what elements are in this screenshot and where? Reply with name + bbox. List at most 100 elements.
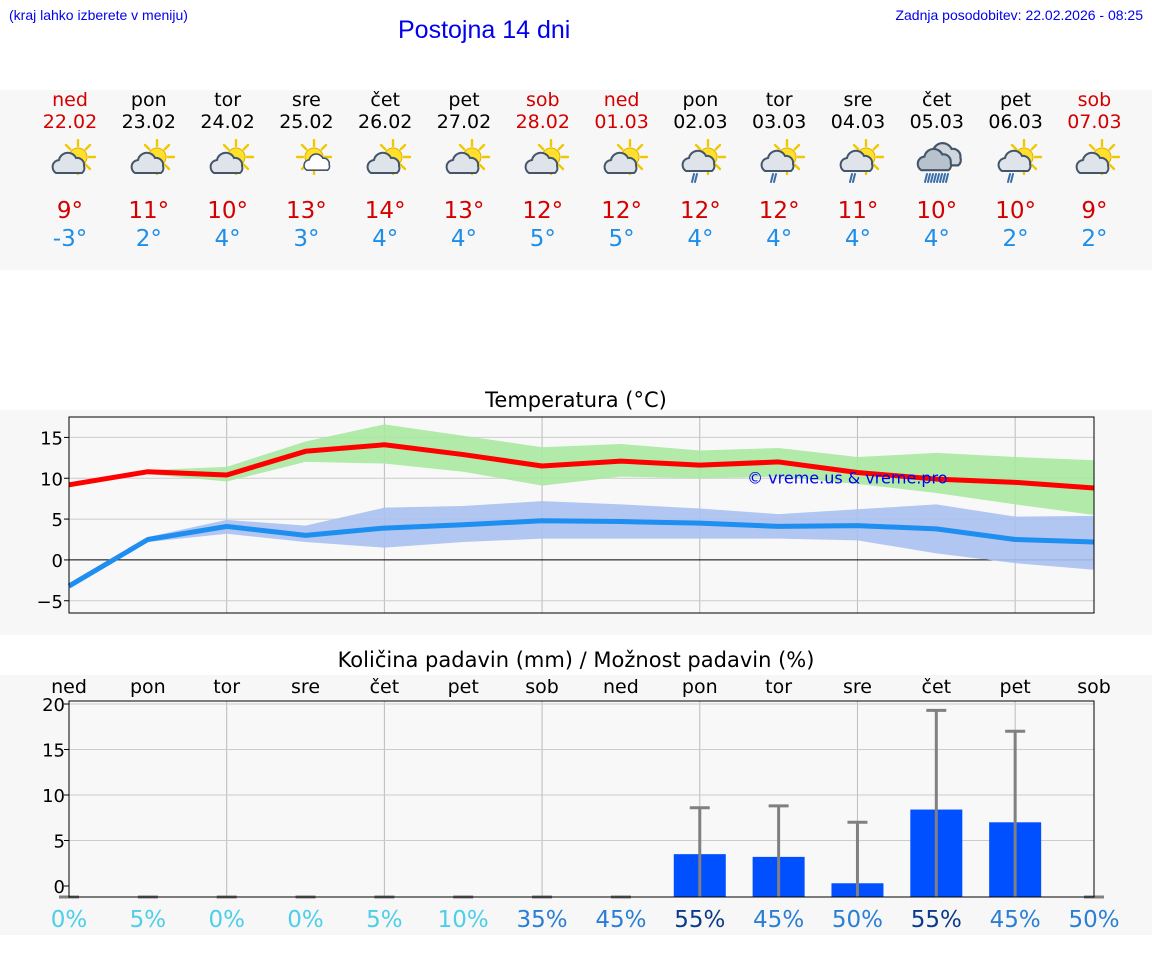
max-temperature: 9° [1081, 198, 1108, 224]
day-name: tor [765, 89, 793, 111]
precipitation-probability: 45% [753, 907, 804, 933]
day-label: tor [765, 676, 792, 698]
day-date: 25.02 [279, 111, 334, 133]
day-date: 22.02 [42, 111, 98, 133]
min-temperature: 4° [687, 226, 714, 252]
day-column: sre 04.03 11° 4° [818, 89, 898, 253]
max-temperature: 13° [286, 198, 327, 224]
temperature-chart: −5 0 5 10 15 © vreme.us & vreme.pro [36, 416, 1095, 614]
y-tick-label: 20 [42, 695, 65, 716]
day-name: sre [843, 89, 873, 111]
max-temperature: 10° [916, 198, 958, 224]
max-temperature-line [68, 442, 1095, 491]
day-column: sob 28.02 12° 5° [503, 89, 583, 253]
min-temperature: 3° [293, 226, 320, 252]
precipitation-probability: 10% [438, 907, 489, 933]
day-date: 02.03 [673, 111, 728, 133]
sun-cloud-icon [515, 138, 571, 191]
day-date: 23.02 [121, 111, 176, 133]
sun-small-cloud-icon [278, 138, 334, 191]
day-column: pet 27.02 13° 4° [424, 89, 504, 253]
precipitation-probability: 0% [208, 907, 245, 933]
precipitation-probability: 50% [832, 907, 883, 933]
day-label: ned [603, 676, 639, 698]
min-temperature: 4° [923, 226, 950, 252]
day-label: pet [1000, 676, 1031, 698]
day-name: ned [52, 89, 88, 111]
precipitation-probability: 5% [130, 907, 167, 933]
day-date: 04.03 [830, 111, 886, 133]
sun-cloud-icon [1066, 138, 1122, 191]
min-temperature-line [67, 518, 1095, 589]
day-label: sre [291, 676, 320, 698]
max-temperature: 12° [522, 198, 564, 224]
day-date: 28.02 [515, 111, 570, 133]
day-label: pon [130, 676, 166, 698]
day-name: sre [291, 89, 321, 111]
min-temperature: 4° [214, 226, 241, 252]
day-name: pet [448, 89, 480, 111]
precipitation-probability: 0% [51, 907, 88, 933]
y-tick-label: 15 [42, 741, 65, 762]
y-tick-label: 0 [52, 551, 63, 572]
day-date: 01.03 [594, 111, 649, 133]
day-column: tor 24.02 10° 4° [188, 89, 268, 253]
sun-cloud-icon [200, 138, 256, 191]
day-label: pon [682, 676, 718, 698]
min-temperature: 2° [1081, 226, 1108, 252]
day-date: 07.03 [1067, 111, 1122, 133]
y-tick-label: 5 [54, 832, 65, 853]
precipitation-probability: 0% [287, 907, 324, 933]
sun-cloud-icon [357, 138, 413, 191]
y-tick-label: 0 [54, 877, 65, 898]
precipitation-probability: 55% [674, 907, 725, 933]
y-tick-label: 15 [40, 428, 63, 449]
min-temperature: 4° [372, 226, 399, 252]
day-date: 26.02 [357, 111, 413, 133]
sun-cloud-rain-icon [672, 138, 728, 191]
sun-cloud-icon [594, 138, 650, 191]
day-column: čet 26.02 14° 4° [345, 89, 425, 253]
max-temperature: 10° [207, 198, 248, 224]
day-label: tor [213, 676, 240, 698]
day-column: pon 02.03 12° 4° [660, 89, 740, 253]
precipitation-probability: 5% [366, 907, 403, 933]
sun-cloud-rain-icon [988, 138, 1044, 191]
day-label: čet [922, 676, 952, 698]
day-column: tor 03.03 12° 4° [739, 89, 819, 253]
daily-forecast-band [0, 90, 1152, 270]
max-temperature: 11° [128, 198, 170, 224]
day-name: tor [214, 89, 242, 111]
day-date: 24.02 [200, 111, 255, 133]
precipitation-probability: 35% [517, 907, 568, 933]
precipitation-probability: 55% [911, 907, 962, 933]
day-name: ned [603, 89, 640, 111]
precipitation-chart-title: Količina padavin (mm) / Možnost padavin … [337, 648, 815, 672]
min-temperature-band [69, 501, 1094, 587]
day-column: sob 07.03 9° 2° [1054, 89, 1134, 253]
max-temperature: 10° [995, 198, 1036, 224]
day-name: pet [999, 89, 1032, 111]
precipitation-probability: 45% [990, 907, 1041, 933]
day-date: 05.03 [909, 111, 964, 133]
min-temperature: 4° [844, 226, 872, 252]
day-date: 03.03 [751, 111, 807, 133]
precipitation-probability: 45% [595, 907, 646, 933]
day-name: sob [1077, 89, 1112, 111]
y-tick-label: 10 [40, 469, 63, 490]
min-temperature: 2° [1002, 226, 1029, 252]
precipitation-probability: 50% [1068, 907, 1119, 933]
max-temperature-band [69, 424, 1094, 515]
min-temperature: 4° [766, 226, 793, 252]
day-label: sre [843, 676, 872, 698]
sun-cloud-rain-icon [751, 138, 807, 191]
min-temperature: 5° [608, 226, 635, 252]
day-label: sob [1077, 676, 1111, 698]
day-column: sre 25.02 13° 3° [266, 89, 346, 253]
max-temperature: 11° [837, 198, 879, 224]
cloud-heavy-rain-icon [909, 139, 965, 191]
day-label: ned [51, 676, 87, 698]
day-name: čet [922, 89, 952, 111]
temperature-chart-title: Temperatura (°C) [485, 388, 667, 412]
day-name: sob [526, 89, 560, 111]
